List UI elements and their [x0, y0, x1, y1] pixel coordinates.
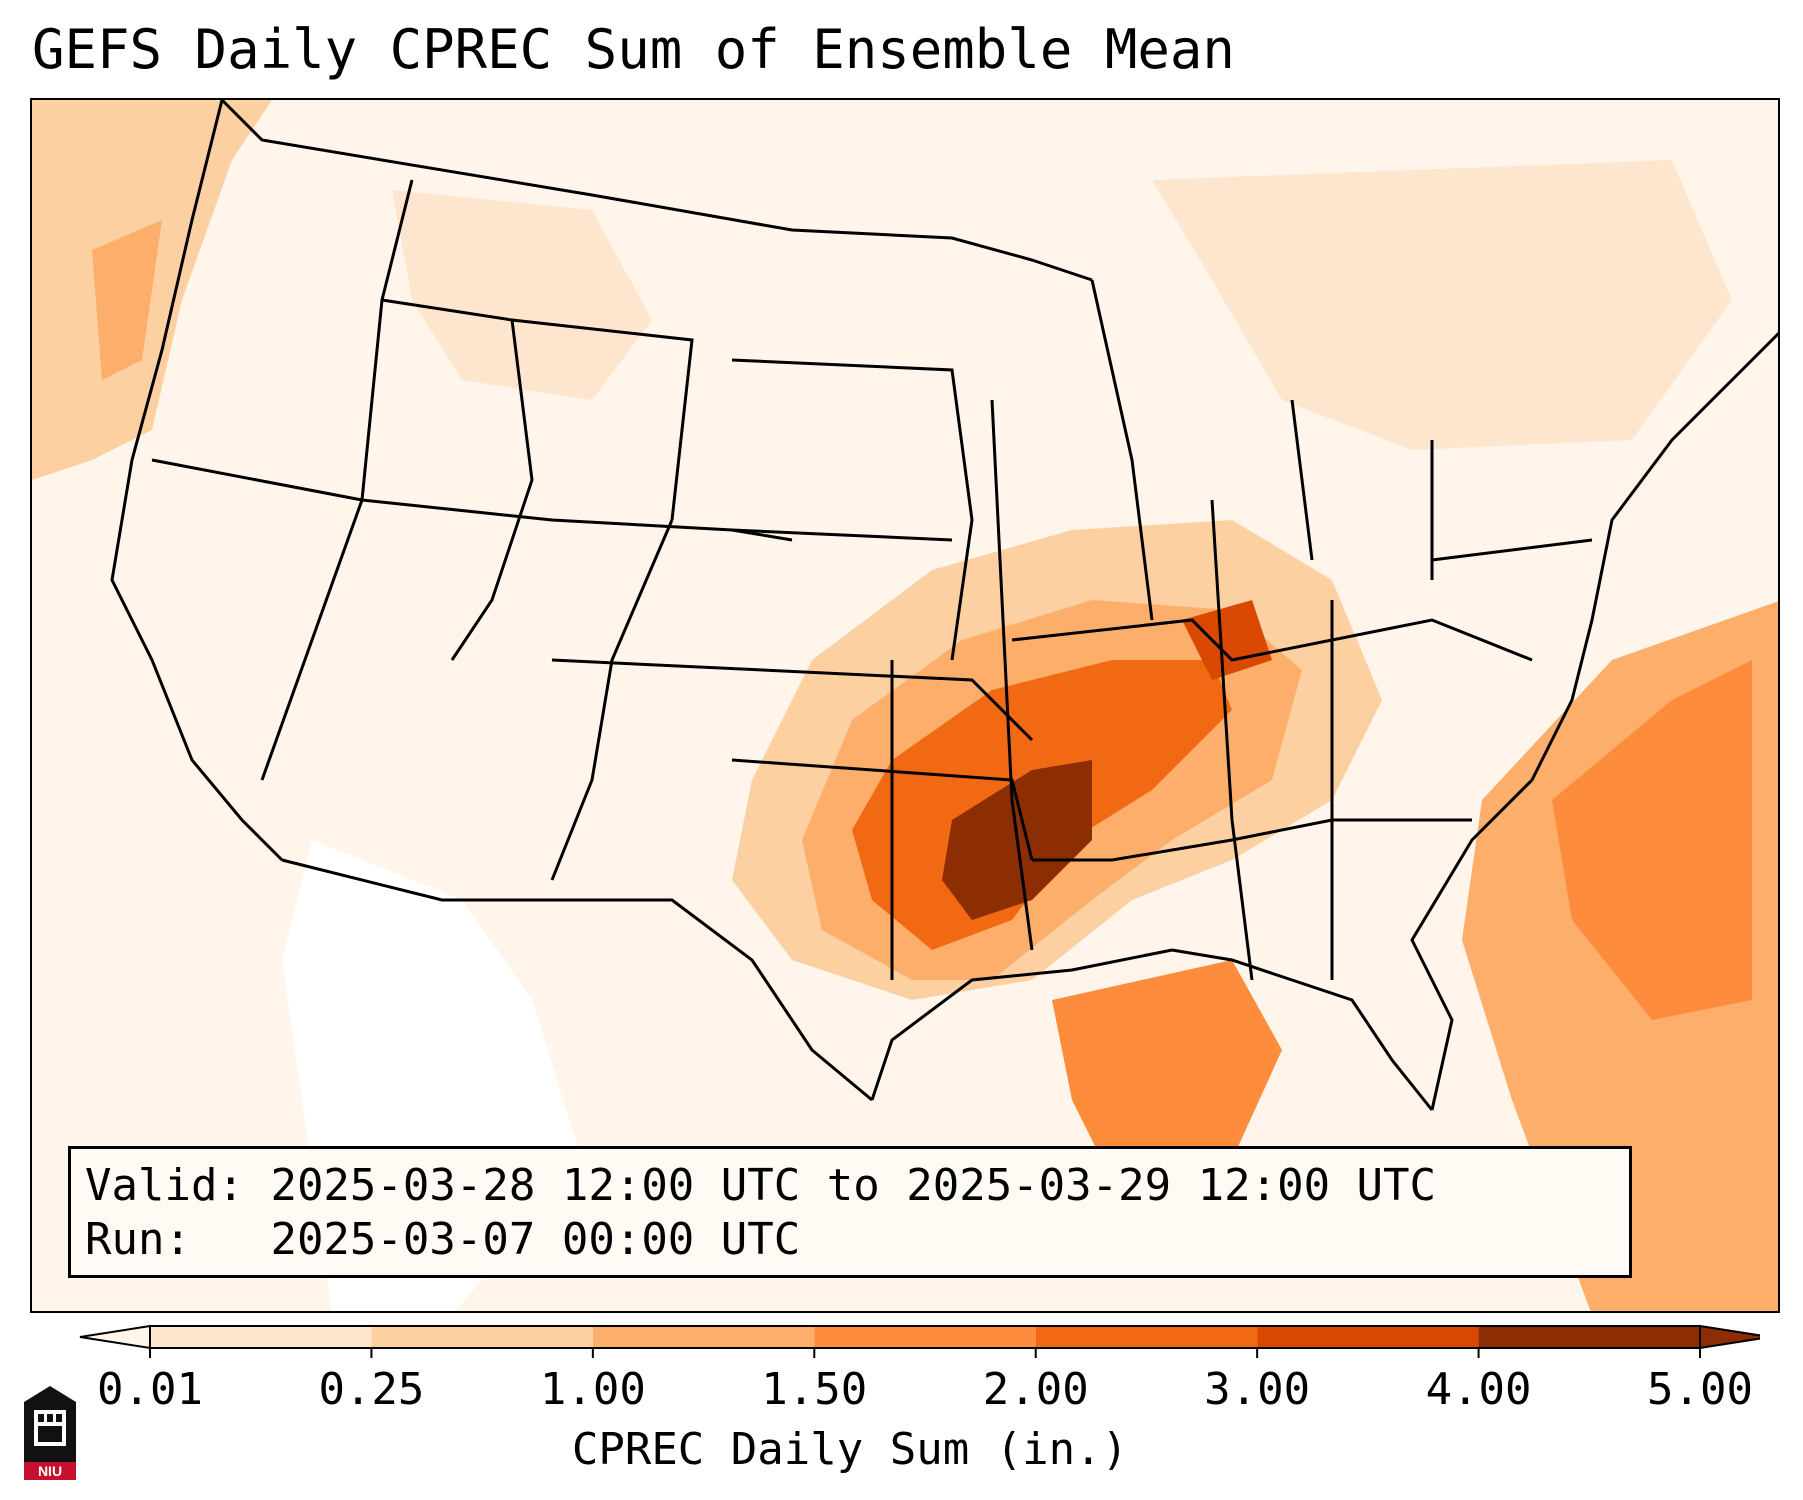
colorbar-frame [149, 1325, 1701, 1349]
colorbar-extend-high [1699, 1324, 1760, 1350]
us-mexico-border [281, 858, 873, 1102]
valid-label: Valid: [85, 1160, 244, 1211]
run-line: Run: 2025-03-07 00:00 UTC [85, 1213, 1615, 1267]
precip-canada-east [1152, 160, 1732, 450]
colorbar-tick-label: 2.00 [983, 1364, 1089, 1415]
colorbar-tick-label: 0.01 [97, 1364, 203, 1415]
us-canada-border [220, 100, 1093, 282]
colorbar-tick-label: 3.00 [1204, 1364, 1310, 1415]
colorbar: 0.01 0.25 1.00 1.50 2.00 3.00 4.00 5.00 [79, 1324, 1760, 1415]
run-label: Run: [85, 1214, 191, 1265]
logo-text: NIU [38, 1463, 62, 1479]
precip-atlantic-core [1552, 660, 1752, 1020]
colorbar-segment [814, 1326, 1036, 1348]
precipitation-map[interactable]: Valid: 2025-03-28 12:00 UTC to 2025-03-2… [30, 98, 1780, 1313]
valid-line: Valid: 2025-03-28 12:00 UTC to 2025-03-2… [85, 1159, 1615, 1213]
colorbar-segment [1035, 1326, 1258, 1348]
colorbar-segment [1257, 1326, 1479, 1348]
valid-value: 2025-03-28 12:00 UTC to 2025-03-29 12:00… [270, 1160, 1437, 1211]
colorbar-label: CPREC Daily Sum (in.) [571, 1424, 1129, 1475]
colorbar-segment [150, 1326, 372, 1348]
precip-northern-rockies [392, 190, 652, 400]
run-value: 2025-03-07 00:00 UTC [270, 1214, 801, 1265]
precip-gulf [1052, 960, 1282, 1180]
map-svg [32, 100, 1778, 1311]
colorbar-segment [1478, 1326, 1700, 1348]
colorbar-segment [592, 1326, 815, 1348]
boundaries [110, 100, 1778, 1111]
colorbar-tick-label: 4.00 [1426, 1364, 1532, 1415]
colorbar-extend-low [79, 1324, 151, 1350]
page-title: GEFS Daily CPREC Sum of Ensemble Mean [32, 18, 1235, 81]
niu-castle-logo-icon: NIU [24, 1386, 76, 1480]
east-coast [1410, 331, 1778, 1111]
info-box: Valid: 2025-03-28 12:00 UTC to 2025-03-2… [68, 1146, 1632, 1278]
precip-ohio-valley [1182, 600, 1272, 680]
west-coast [110, 100, 284, 862]
gulf-coast [870, 948, 1434, 1111]
colorbar-tick-label: 5.00 [1647, 1364, 1753, 1415]
colorbar-tick-label: 1.50 [761, 1364, 867, 1415]
colorbar-segment [371, 1326, 593, 1348]
precip-pacific-nw-core [92, 220, 162, 380]
colorbar-tick-label: 0.25 [318, 1364, 424, 1415]
colorbar-tick-label: 1.00 [540, 1364, 646, 1415]
